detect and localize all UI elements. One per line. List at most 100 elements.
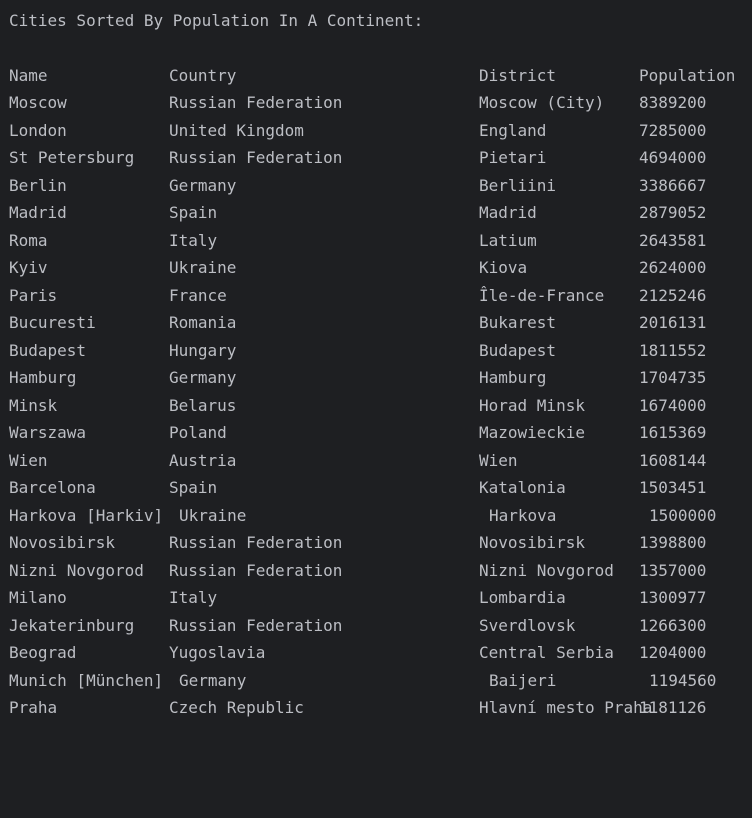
country-name: Poland xyxy=(169,423,227,442)
district-name: Pietari xyxy=(479,148,547,167)
country-name: Ukraine xyxy=(179,506,247,525)
country-name: Russian Federation xyxy=(169,148,343,167)
table-row: Budapest Hungary Budapest 1811552 xyxy=(9,341,706,361)
population-value: 1398800 xyxy=(639,533,707,552)
population-value: 1674000 xyxy=(639,396,707,415)
district-name: Hlavní mesto Praha xyxy=(479,698,653,717)
country-name: Czech Republic xyxy=(169,698,304,717)
table-row: Nizni Novgorod Russian Federation Nizni … xyxy=(9,561,706,581)
district-name: Lombardia xyxy=(479,588,566,607)
city-name: Jekaterinburg xyxy=(9,616,135,635)
population-value: 1181126 xyxy=(639,698,707,717)
population-value: 2624000 xyxy=(639,258,707,277)
city-name: Budapest xyxy=(9,341,87,360)
country-name: Hungary xyxy=(169,341,237,360)
district-name: Bukarest xyxy=(479,313,557,332)
district-name: Moscow (City) xyxy=(479,93,605,112)
table-row: Bucuresti Romania Bukarest 2016131 xyxy=(9,313,706,333)
table-row: Beograd Yugoslavia Central Serbia 120400… xyxy=(9,643,706,663)
city-name: Berlin xyxy=(9,176,67,195)
district-name: Horad Minsk xyxy=(479,396,585,415)
table-row: Barcelona Spain Katalonia 1503451 xyxy=(9,478,706,498)
district-name: Nizni Novgorod xyxy=(479,561,614,580)
population-value: 8389200 xyxy=(639,93,707,112)
table-row: Moscow Russian Federation Moscow (City) … xyxy=(9,93,706,113)
table-row: Harkova [Harkiv] Ukraine Harkova 1500000 xyxy=(9,506,716,526)
country-name: Spain xyxy=(169,203,218,222)
country-name: Italy xyxy=(169,588,218,607)
country-name: Russian Federation xyxy=(169,533,343,552)
population-value: 1811552 xyxy=(639,341,707,360)
population-value: 1266300 xyxy=(639,616,707,635)
district-name: Central Serbia xyxy=(479,643,614,662)
city-name: Madrid xyxy=(9,203,67,222)
population-value: 1503451 xyxy=(639,478,707,497)
city-name: Warszawa xyxy=(9,423,87,442)
district-name: Novosibirsk xyxy=(479,533,585,552)
table-row: Novosibirsk Russian Federation Novosibir… xyxy=(9,533,706,553)
population-value: 7285000 xyxy=(639,121,707,140)
country-name: Yugoslavia xyxy=(169,643,266,662)
population-value: 1194560 xyxy=(649,671,717,690)
city-name: Minsk xyxy=(9,396,58,415)
district-name: Budapest xyxy=(479,341,557,360)
district-name: Wien xyxy=(479,451,518,470)
city-name: St Petersburg xyxy=(9,148,135,167)
column-header-district: District xyxy=(479,66,557,85)
population-value: 1357000 xyxy=(639,561,707,580)
city-name: Bucuresti xyxy=(9,313,96,332)
table-row: Madrid Spain Madrid 2879052 xyxy=(9,203,706,223)
population-value: 1500000 xyxy=(649,506,717,525)
population-value: 2879052 xyxy=(639,203,707,222)
city-name: Moscow xyxy=(9,93,67,112)
column-header-country: Country xyxy=(169,66,237,85)
population-value: 1704735 xyxy=(639,368,707,387)
district-name: Kiova xyxy=(479,258,528,277)
city-name: Paris xyxy=(9,286,58,305)
table-row: Minsk Belarus Horad Minsk 1674000 xyxy=(9,396,706,416)
country-name: Ukraine xyxy=(169,258,237,277)
table-row: Wien Austria Wien 1608144 xyxy=(9,451,706,471)
district-name: Sverdlovsk xyxy=(479,616,576,635)
population-value: 1300977 xyxy=(639,588,707,607)
city-name: Roma xyxy=(9,231,48,250)
column-header-name: Name xyxy=(9,66,48,85)
table-row: Hamburg Germany Hamburg 1704735 xyxy=(9,368,706,388)
country-name: United Kingdom xyxy=(169,121,304,140)
country-name: Russian Federation xyxy=(169,561,343,580)
city-name: Kyiv xyxy=(9,258,48,277)
table-row: Milano Italy Lombardia 1300977 xyxy=(9,588,706,608)
console-title: Cities Sorted By Population In A Contine… xyxy=(9,11,424,30)
city-name: London xyxy=(9,121,67,140)
table-row: Praha Czech Republic Hlavní mesto Praha … xyxy=(9,698,706,718)
city-name: Nizni Novgorod xyxy=(9,561,144,580)
table-row: Warszawa Poland Mazowieckie 1615369 xyxy=(9,423,706,443)
city-name: Wien xyxy=(9,451,48,470)
district-name: Latium xyxy=(479,231,537,250)
population-value: 1608144 xyxy=(639,451,707,470)
country-name: Russian Federation xyxy=(169,93,343,112)
population-value: 4694000 xyxy=(639,148,707,167)
city-name: Barcelona xyxy=(9,478,96,497)
population-value: 1615369 xyxy=(639,423,707,442)
country-name: France xyxy=(169,286,227,305)
population-value: 2125246 xyxy=(639,286,707,305)
population-value: 1204000 xyxy=(639,643,707,662)
district-name: Hamburg xyxy=(479,368,547,387)
district-name: England xyxy=(479,121,547,140)
country-name: Romania xyxy=(169,313,237,332)
table-row: Kyiv Ukraine Kiova 2624000 xyxy=(9,258,706,278)
country-name: Belarus xyxy=(169,396,237,415)
country-name: Austria xyxy=(169,451,237,470)
city-name: Novosibirsk xyxy=(9,533,115,552)
table-row: Berlin Germany Berliini 3386667 xyxy=(9,176,706,196)
district-name: Harkova xyxy=(489,506,557,525)
district-name: Katalonia xyxy=(479,478,566,497)
population-value: 2643581 xyxy=(639,231,707,250)
population-value: 3386667 xyxy=(639,176,707,195)
district-name: Madrid xyxy=(479,203,537,222)
country-name: Germany xyxy=(169,368,237,387)
table-row: Munich [München] Germany Baijeri 1194560 xyxy=(9,671,716,691)
city-name: Munich [München] xyxy=(9,671,164,690)
city-name: Milano xyxy=(9,588,67,607)
